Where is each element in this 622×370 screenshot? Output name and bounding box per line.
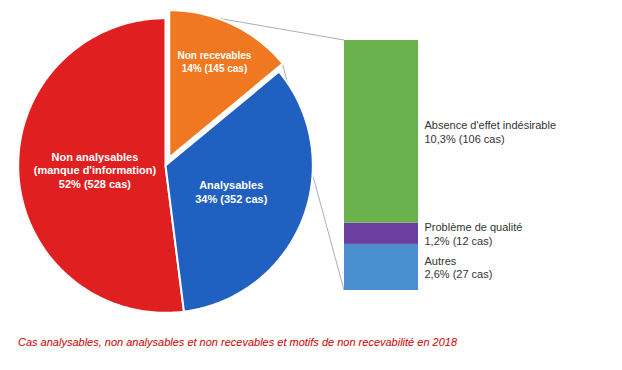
svg-text:Analysables34% (352 cas): Analysables34% (352 cas) (195, 179, 267, 205)
svg-text:Non analysables(manque d'infor: Non analysables(manque d'information)52%… (34, 151, 157, 191)
svg-text:Problème de qualité1,2% (12 ca: Problème de qualité1,2% (12 cas) (425, 221, 523, 246)
svg-text:Autres2,6% (27 cas): Autres2,6% (27 cas) (425, 255, 493, 280)
html-text:Cas analysables, non analysabl: Cas analysables, non analysables et non … (18, 336, 458, 348)
svg-text:Absence d'effet indésirable10,: Absence d'effet indésirable10,3% (106 ca… (425, 119, 557, 144)
svg-text:Non recevables14% (145 cas): Non recevables14% (145 cas) (177, 50, 251, 74)
